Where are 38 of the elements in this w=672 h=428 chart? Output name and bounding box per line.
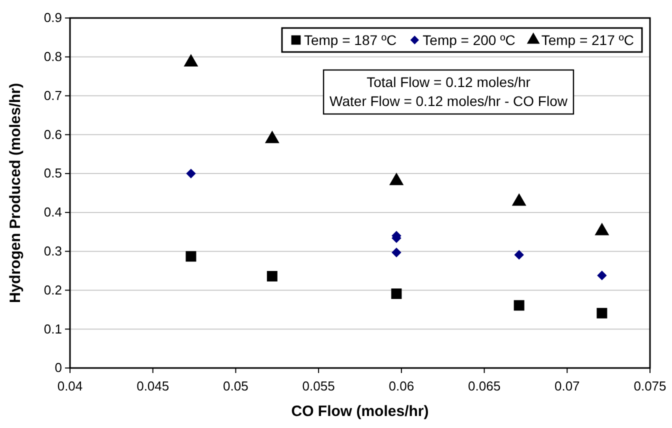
point	[264, 130, 280, 144]
y-tick-label: 0.5	[44, 166, 62, 181]
x-tick-label: 0.055	[302, 378, 335, 394]
point	[596, 308, 608, 318]
y-tick-label: 0.6	[44, 126, 62, 142]
y-tick-label: 0.9	[44, 10, 62, 26]
point	[186, 168, 196, 178]
y-tick-label: 0.7	[44, 88, 62, 103]
point	[512, 193, 526, 206]
legend-label: Temp = 200 ºC	[422, 32, 516, 48]
point	[392, 248, 402, 258]
point	[266, 270, 278, 282]
x-tick-label: 0.05	[223, 378, 248, 394]
x-tick-label: 0.075	[634, 378, 666, 394]
y-tick-label: 0.8	[44, 49, 62, 64]
x-tick-label: 0.065	[468, 378, 501, 394]
annotation: Water Flow = 0.12 moles/hr - CO Flow	[330, 92, 568, 109]
x-axis-title: CO Flow (moles/hr)	[291, 403, 429, 420]
point	[391, 288, 402, 299]
y-tick-label: 0.4	[44, 204, 62, 220]
point	[597, 270, 607, 280]
point	[184, 54, 198, 66]
point	[389, 172, 404, 186]
point	[186, 251, 196, 262]
y-tick-label: 0	[54, 360, 62, 376]
x-tick-label: 0.04	[57, 378, 83, 394]
y-tick-label: 0.2	[44, 282, 62, 298]
annotation: Total Flow = 0.12 moles/hr	[366, 74, 531, 90]
legend-label: Temp = 187 ºC	[304, 32, 397, 48]
y-axis-title: Hydrogen Produced (moles/hr)	[7, 82, 24, 304]
x-tick-label: 0.07	[554, 378, 580, 394]
y-tick-label: 0.3	[44, 243, 62, 258]
x-tick-label: 0.06	[388, 378, 414, 394]
x-tick-label: 0.045	[136, 378, 170, 394]
y-tick-label: 0.1	[44, 321, 62, 336]
legend-label: Temp = 217 ºC	[541, 32, 634, 48]
point	[514, 250, 524, 260]
point	[514, 300, 524, 311]
